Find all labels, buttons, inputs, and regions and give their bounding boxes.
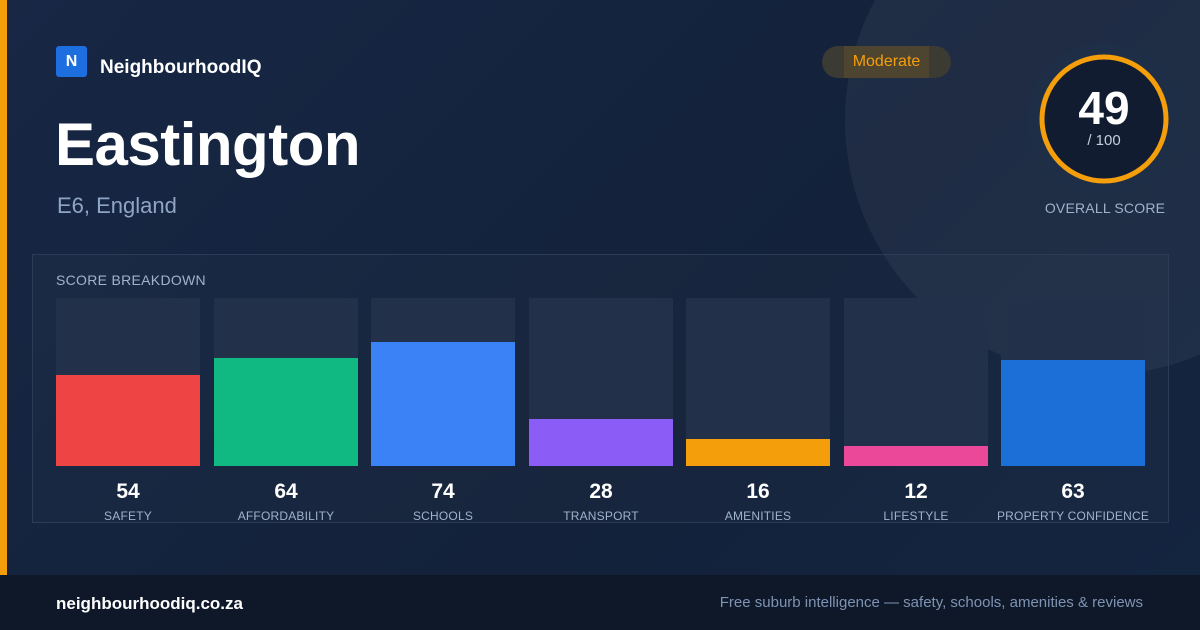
metric-property-confidence: 63 PROPERTY CONFIDENCE <box>997 298 1149 524</box>
metric-value: 54 <box>116 480 140 503</box>
metric-bar-track <box>529 298 673 466</box>
overall-score-ring: 49 / 100 <box>1028 43 1180 195</box>
metric-bar-track <box>371 298 515 466</box>
overall-score-value: 49 <box>1078 82 1130 134</box>
metric-value: 63 <box>1061 480 1085 503</box>
score-band-label: Moderate <box>852 53 921 70</box>
suburb-name: Eastington <box>55 111 361 178</box>
metric-label: AMENITIES <box>724 509 792 523</box>
metric-bar-fill <box>56 375 200 466</box>
brand-name: NeighbourhoodIQ <box>100 56 262 78</box>
footer-tagline: Free suburb intelligence — safety, schoo… <box>719 594 1143 611</box>
metric-value: 74 <box>431 480 455 503</box>
metric-value: 12 <box>904 480 928 503</box>
metric-transport: 28 TRANSPORT <box>529 298 673 524</box>
metric-bar-fill <box>529 419 673 466</box>
metric-label: TRANSPORT <box>563 509 639 523</box>
metric-bar-fill <box>844 446 988 466</box>
score-breakdown-panel: SCORE BREAKDOWN 54 SAFETY 64 AFFORDABILITY 7… <box>32 254 1169 523</box>
overall-score-max: / 100 <box>1087 132 1121 149</box>
metric-bar-fill <box>371 342 515 466</box>
brand[interactable]: N NeighbourhoodIQ <box>56 46 262 78</box>
metric-value: 28 <box>589 480 613 503</box>
footer-site-link[interactable]: neighbourhoodiq.co.za <box>56 594 243 613</box>
metric-amenities: 16 AMENITIES <box>686 298 830 524</box>
accent-bar <box>0 0 7 575</box>
share-card: N NeighbourhoodIQ Eastington E6, England… <box>0 0 1200 575</box>
overall-score-caption: OVERALL SCORE <box>1044 200 1166 216</box>
metric-bar-track <box>214 298 358 466</box>
metric-schools: 74 SCHOOLS <box>371 298 515 524</box>
metric-bar-track <box>686 298 830 466</box>
metric-affordability: 64 AFFORDABILITY <box>214 298 358 524</box>
footer: neighbourhoodiq.co.za Free suburb intell… <box>0 575 1200 630</box>
metric-bar-track <box>1001 298 1145 466</box>
metric-lifestyle: 12 LIFESTYLE <box>844 298 988 524</box>
metric-label: LIFESTYLE <box>883 509 949 523</box>
metric-label: AFFORDABILITY <box>237 509 335 523</box>
metric-bar-fill <box>686 439 830 466</box>
metric-bar-track <box>844 298 988 466</box>
score-ring-graphic <box>1028 43 1180 195</box>
metric-bar-fill <box>214 358 358 466</box>
metric-label: SCHOOLS <box>412 509 474 523</box>
metric-bar-track <box>56 298 200 466</box>
suburb-location: E6, England <box>57 193 177 218</box>
metric-value: 64 <box>274 480 298 503</box>
metric-value: 16 <box>746 480 770 503</box>
metric-bar-fill <box>1001 360 1145 466</box>
score-band-badge: Moderate <box>822 46 951 78</box>
metric-safety: 54 SAFETY <box>56 298 200 524</box>
metric-label: SAFETY <box>104 509 152 523</box>
metric-label: PROPERTY CONFIDENCE <box>996 509 1150 523</box>
score-breakdown-bars: 54 SAFETY 64 AFFORDABILITY 74 SCHOOLS 28 TRANSP… <box>56 298 1149 524</box>
score-breakdown-title: SCORE BREAKDOWN <box>56 272 206 288</box>
brand-logo-icon: N <box>56 46 87 77</box>
